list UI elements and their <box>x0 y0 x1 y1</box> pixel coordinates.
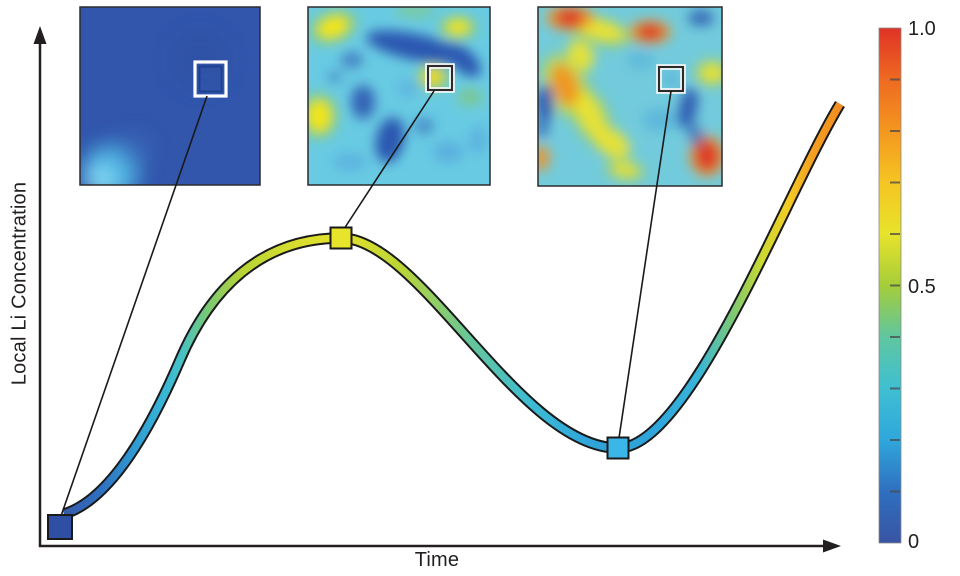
concentration-curve <box>62 102 844 518</box>
axes <box>33 26 841 553</box>
x-axis-arrowhead <box>823 539 841 553</box>
colorbar-mid-label: 0.5 <box>908 276 936 298</box>
colorbar <box>878 27 902 544</box>
inset-heatmap-1 <box>79 6 261 186</box>
colorbar-ticks <box>890 78 900 493</box>
inset-heatmap-3 <box>537 6 723 187</box>
marker-snapshot-1 <box>47 514 73 540</box>
callout-line-1 <box>60 95 208 517</box>
callout-box-2 <box>425 63 455 93</box>
callout-line-2 <box>343 90 435 230</box>
y-axis-arrowhead <box>33 26 47 44</box>
callout-box-1 <box>193 60 228 98</box>
marker-snapshot-2 <box>329 226 353 250</box>
colorbar-min-label: 0 <box>908 531 920 553</box>
y-axis-label: Local Li Concentration <box>8 181 31 386</box>
inset-heatmap-2 <box>307 6 491 186</box>
callout-line-3 <box>618 90 672 439</box>
colorbar-max-label: 1.0 <box>908 18 936 40</box>
x-axis-label: Time <box>414 549 460 571</box>
marker-snapshot-3 <box>606 436 630 460</box>
